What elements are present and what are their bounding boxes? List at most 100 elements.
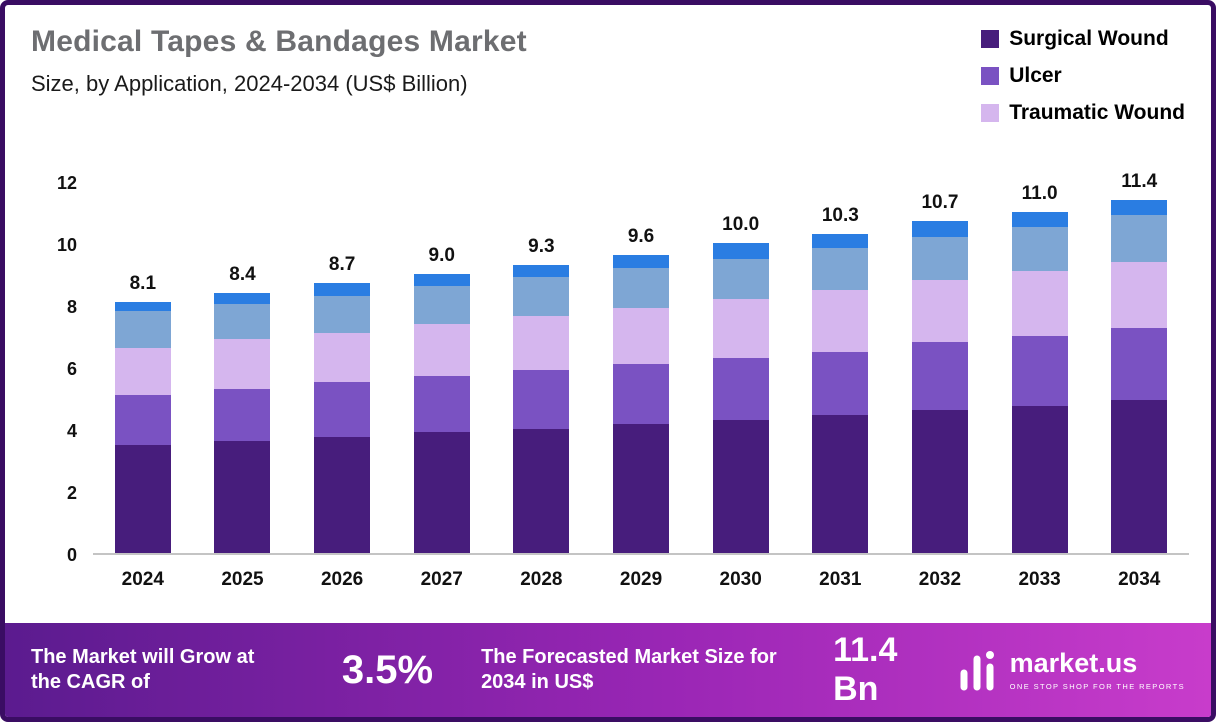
bar-total-label: 8.4	[229, 263, 256, 285]
bar-stack	[812, 233, 869, 553]
plot-area: 8.1 8.4 8.7 9.0 9.3 9.6 10.0 10.3 10.7 11.0 11.4	[93, 171, 1189, 555]
bar-segment	[812, 233, 869, 248]
bar-segment	[712, 298, 769, 358]
x-axis-spacer	[5, 555, 93, 591]
x-tick-label: 2031	[819, 569, 862, 590]
bar-total-label: 11.0	[1021, 182, 1058, 204]
bar-segment	[1111, 328, 1168, 400]
bar-total-label: 8.7	[328, 254, 356, 276]
bar-column: 10.3	[790, 183, 890, 553]
legend-swatch	[981, 67, 1000, 85]
bar-segment	[413, 376, 470, 433]
bar-segment	[413, 274, 470, 287]
bar-segment	[1011, 335, 1068, 406]
bar-segment	[513, 264, 570, 278]
x-tick-label: 2029	[619, 569, 663, 590]
bar-segment	[314, 295, 371, 333]
bar-total-label: 11.4	[1121, 170, 1158, 192]
bar-total-label: 9.3	[528, 235, 555, 257]
x-tick-label: 2028	[520, 569, 563, 590]
y-tick-label: 4	[66, 421, 77, 441]
y-tick-label: 0	[66, 545, 77, 565]
chart-legend: Surgical Wound Ulcer Traumatic Wound	[981, 25, 1185, 125]
brand-tagline: ONE STOP SHOP FOR THE REPORTS	[1009, 681, 1185, 691]
bar-segment	[114, 301, 171, 312]
bar-column: 11.4	[1089, 171, 1189, 553]
bar-column: 9.3	[492, 183, 592, 553]
bar-segment	[214, 388, 271, 442]
bar-segment	[1011, 270, 1068, 336]
bar-segment	[413, 432, 470, 553]
cagr-value: 3.5%	[341, 647, 434, 692]
bar-segment	[712, 357, 769, 420]
bar-segment	[214, 339, 271, 389]
bar-stack	[114, 301, 171, 553]
bar-segment	[513, 370, 570, 429]
bar-segment	[413, 323, 470, 377]
y-tick-label: 6	[66, 359, 77, 379]
y-tick-label: 12	[56, 173, 77, 193]
page-title: Medical Tapes & Bandages Market	[31, 25, 527, 58]
bar-segment	[1011, 405, 1068, 553]
bar-total-label: 10.0	[722, 214, 760, 236]
bar-segment	[513, 429, 570, 553]
bar-column: 10.0	[691, 183, 791, 553]
bar-segment	[114, 444, 171, 553]
brand-name: market.us	[1009, 647, 1138, 678]
marketus-icon	[960, 651, 994, 691]
bar-segment	[413, 286, 470, 324]
legend-label: Surgical Wound	[1009, 27, 1169, 50]
bar-segment	[214, 303, 271, 340]
bar-segment	[1111, 215, 1168, 262]
bar-column: 9.6	[591, 183, 691, 553]
x-tick-label: 2030	[719, 569, 762, 590]
bar-column: 10.7	[890, 183, 990, 553]
bar-segment	[1111, 399, 1168, 553]
chart: 0 2 4 6 8 10 12 8.1 8.4 8.7 9.0 9.3 9.6 10.0 10.3 10.7…	[5, 171, 1189, 565]
bar-segment	[1011, 227, 1068, 271]
bar-column: 11.0	[990, 183, 1090, 553]
bar-segment	[314, 332, 371, 383]
bar-segment	[214, 292, 271, 304]
bar-segment	[114, 311, 171, 349]
cagr-label: The Market will Grow at the CAGR of	[31, 646, 255, 693]
bar-segment	[513, 277, 570, 316]
legend-label: Ulcer	[1009, 64, 1062, 87]
bar-stack	[1011, 211, 1068, 553]
bar-segment	[1011, 211, 1068, 228]
forecast-label: The Forecasted Market Size for 2034 in U…	[481, 646, 777, 693]
bar-stack	[513, 264, 570, 553]
bar-total-label: 10.3	[821, 204, 859, 226]
x-axis: 2024 2025 2026 2027 2028 2029 2030 2031 2032 2033…	[5, 555, 1189, 591]
x-tick-label: 2026	[320, 569, 364, 590]
titles: Medical Tapes & Bandages Market Size, by…	[31, 25, 527, 125]
bar-segment	[613, 267, 670, 309]
bar-total-label: 9.0	[428, 245, 455, 267]
legend-swatch	[981, 104, 1000, 122]
bar-stack	[413, 274, 470, 553]
bar-segment	[812, 247, 869, 290]
bar-stack	[1111, 199, 1168, 553]
bar-column: 8.7	[292, 183, 392, 553]
bar-segment	[613, 308, 670, 364]
legend-label: Traumatic Wound	[1009, 101, 1185, 124]
legend-item: Surgical Wound	[981, 27, 1185, 51]
bar-segment	[1111, 261, 1168, 329]
x-tick-label: 2034	[1118, 569, 1161, 590]
y-tick-label: 2	[66, 483, 77, 503]
bar-column: 9.0	[392, 183, 492, 553]
bar-segment	[911, 236, 968, 281]
x-tick-label: 2024	[121, 569, 164, 590]
bar-segment	[812, 351, 869, 415]
x-tick-label: 2027	[420, 569, 463, 590]
header: Medical Tapes & Bandages Market Size, by…	[5, 5, 1211, 125]
legend-item: Traumatic Wound	[981, 101, 1185, 125]
x-tick-label: 2033	[1018, 569, 1061, 590]
chart-subtitle: Size, by Application, 2024-2034 (US$ Bil…	[31, 71, 468, 96]
bar-stack	[911, 221, 968, 553]
bar-segment	[812, 289, 869, 352]
x-tick-label: 2032	[918, 569, 962, 590]
legend-item: Ulcer	[981, 64, 1185, 88]
bar-segment	[911, 342, 968, 411]
